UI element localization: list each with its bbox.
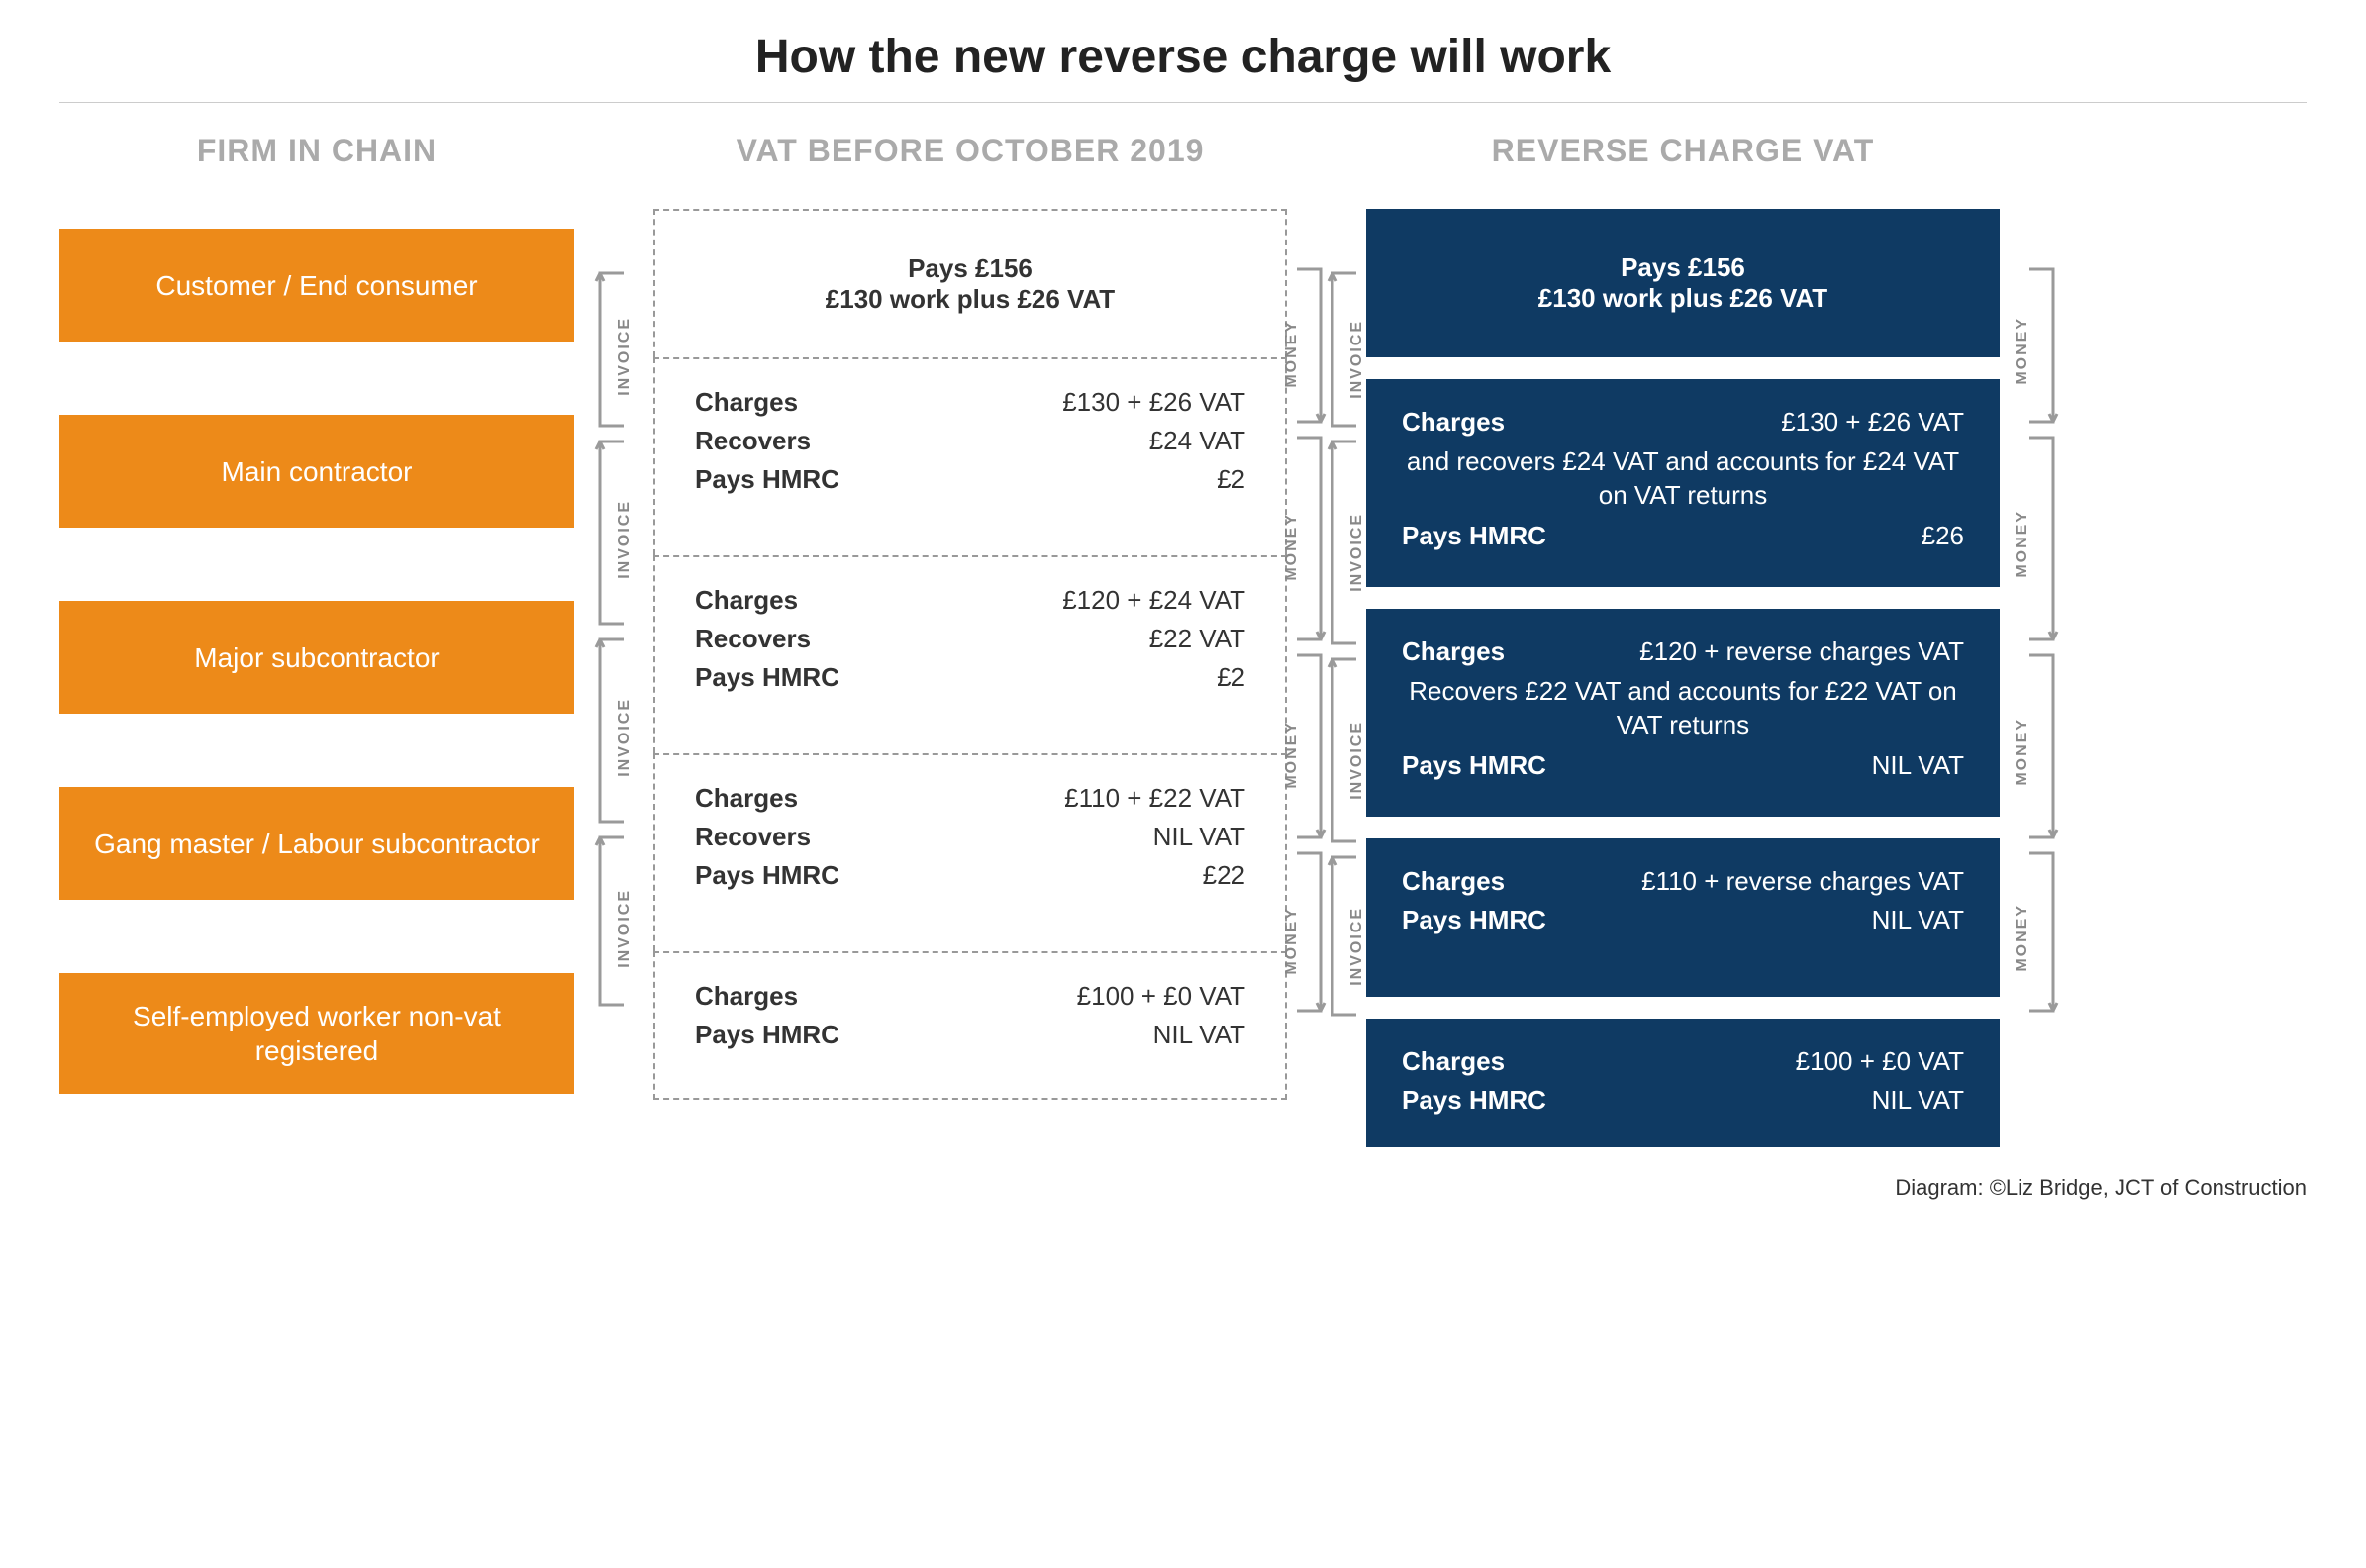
arrow-label: INVOICE: [616, 500, 634, 579]
header-before: VAT BEFORE OCTOBER 2019: [653, 133, 1287, 209]
after-pays-hmrc-row: Pays HMRCNIL VAT: [1402, 750, 1964, 781]
arrow-label: MONEY: [2014, 718, 2031, 786]
arrow-group: INVOICE: [594, 263, 634, 432]
invoice-arrow-col-1: INVOICE INVOICE INVOICE INVOICE: [574, 209, 653, 1011]
diagram-grid: FIRM IN CHAIN VAT BEFORE OCTOBER 2019 RE…: [59, 133, 2307, 1147]
before-row-3: Charges£110 + £22 VAT RecoversNIL VAT Pays…: [653, 753, 1287, 951]
after-charges-row: Charges£100 + £0 VAT: [1402, 1046, 1964, 1077]
firm-column: Customer / End consumer Main contractor …: [59, 209, 574, 1094]
after-column: Pays £156 £130 work plus £26 VAT Charges…: [1366, 209, 2000, 1147]
arrow-group: MONEY: [2020, 432, 2059, 649]
title-divider: [59, 102, 2307, 103]
arrow-pair: MONEY INVOICE: [1287, 649, 1366, 847]
after-charges-row: Charges£120 + reverse charges VAT: [1402, 637, 1964, 667]
arrow-label-money: MONEY: [1283, 320, 1301, 388]
after-row-1: Charges£130 + £26 VAT and recovers £24 VA…: [1366, 379, 2000, 587]
before-charges-row: Charges£100 + £0 VAT: [695, 981, 1245, 1012]
before-charges-row: Charges£110 + £22 VAT: [695, 783, 1245, 814]
page-title: How the new reverse charge will work: [59, 30, 2307, 84]
arrow-label-money: MONEY: [1283, 513, 1301, 581]
arrow-group: MONEY: [2020, 847, 2059, 1021]
before-pays-hmrc-row: Pays HMRC£22: [695, 860, 1245, 891]
after-note: and recovers £24 VAT and accounts for £2…: [1402, 445, 1964, 513]
header-firm: FIRM IN CHAIN: [59, 133, 574, 209]
before-column: Pays £156 £130 work plus £26 VAT Charges…: [653, 209, 1287, 1100]
before-recovers-row: Recovers£24 VAT: [695, 426, 1245, 456]
firm-box-self-employed: Self-employed worker non-vat registered: [59, 973, 574, 1094]
before-row-4: Charges£100 + £0 VAT Pays HMRCNIL VAT: [653, 951, 1287, 1100]
before-customer-line1: Pays £156: [695, 253, 1245, 284]
after-row-2: Charges£120 + reverse charges VAT Recover…: [1366, 609, 2000, 817]
arrow-label: INVOICE: [616, 317, 634, 396]
before-charges-row: Charges£120 + £24 VAT: [695, 585, 1245, 616]
after-row-3: Charges£110 + reverse charges VAT Pays HM…: [1366, 838, 2000, 997]
after-pays-hmrc-row: Pays HMRC£26: [1402, 521, 1964, 551]
arrow-label: INVOICE: [616, 698, 634, 777]
diagram-credit: Diagram: ©Liz Bridge, JCT of Constructio…: [59, 1175, 2307, 1201]
arrow-pair: MONEY INVOICE: [1287, 847, 1366, 1021]
arrow-label-invoice: INVOICE: [1348, 907, 1366, 986]
after-charges-row: Charges£130 + £26 VAT: [1402, 407, 1964, 438]
arrow-group: INVOICE: [594, 630, 634, 828]
after-charges-row: Charges£110 + reverse charges VAT: [1402, 866, 1964, 897]
arrow-pair: MONEY INVOICE: [1287, 263, 1366, 432]
arrow-label-money: MONEY: [1283, 907, 1301, 975]
firm-box-gang-master: Gang master / Labour subcontractor: [59, 787, 574, 900]
before-customer-line2: £130 work plus £26 VAT: [695, 284, 1245, 315]
arrow-label-money: MONEY: [1283, 721, 1301, 789]
arrow-group: MONEY: [2020, 649, 2059, 847]
before-row-2: Charges£120 + £24 VAT Recovers£22 VAT Pays…: [653, 555, 1287, 753]
after-pays-hmrc-row: Pays HMRCNIL VAT: [1402, 1085, 1964, 1116]
before-charges-row: Charges£130 + £26 VAT: [695, 387, 1245, 418]
after-row-4: Charges£100 + £0 VAT Pays HMRCNIL VAT: [1366, 1019, 2000, 1147]
firm-box-main-contractor: Main contractor: [59, 415, 574, 528]
arrow-label: INVOICE: [616, 889, 634, 968]
before-pays-hmrc-row: Pays HMRC£2: [695, 464, 1245, 495]
after-customer-line1: Pays £156: [1402, 252, 1964, 283]
arrow-label: MONEY: [2014, 510, 2031, 578]
arrow-label-invoice: INVOICE: [1348, 721, 1366, 800]
arrow-label-invoice: INVOICE: [1348, 513, 1366, 592]
firm-box-major-subcontractor: Major subcontractor: [59, 601, 574, 714]
arrow-label: MONEY: [2014, 904, 2031, 972]
arrow-group: INVOICE: [594, 828, 634, 1011]
arrow-pair: MONEY INVOICE: [1287, 432, 1366, 649]
money-arrow-col-2: MONEY MONEY MONEY MONEY: [2000, 209, 2079, 1021]
before-customer-box: Pays £156 £130 work plus £26 VAT: [653, 209, 1287, 357]
firm-box-customer: Customer / End consumer: [59, 229, 574, 342]
after-pays-hmrc-row: Pays HMRCNIL VAT: [1402, 905, 1964, 935]
after-customer-box: Pays £156 £130 work plus £26 VAT: [1366, 209, 2000, 357]
mixed-arrow-col: MONEY INVOICE MONEY INVOICE MONEY INVOIC…: [1287, 209, 1366, 1021]
after-customer-line2: £130 work plus £26 VAT: [1402, 283, 1964, 314]
arrow-label: MONEY: [2014, 317, 2031, 385]
before-row-1: Charges£130 + £26 VAT Recovers£24 VAT Pays…: [653, 357, 1287, 555]
before-recovers-row: RecoversNIL VAT: [695, 822, 1245, 852]
arrow-label-invoice: INVOICE: [1348, 320, 1366, 399]
before-recovers-row: Recovers£22 VAT: [695, 624, 1245, 654]
after-note: Recovers £22 VAT and accounts for £22 VA…: [1402, 675, 1964, 742]
before-pays-hmrc-row: Pays HMRC£2: [695, 662, 1245, 693]
header-after: REVERSE CHARGE VAT: [1366, 133, 2000, 209]
arrow-group: MONEY: [2020, 263, 2059, 432]
before-pays-hmrc-row: Pays HMRCNIL VAT: [695, 1020, 1245, 1050]
arrow-group: INVOICE: [594, 432, 634, 630]
